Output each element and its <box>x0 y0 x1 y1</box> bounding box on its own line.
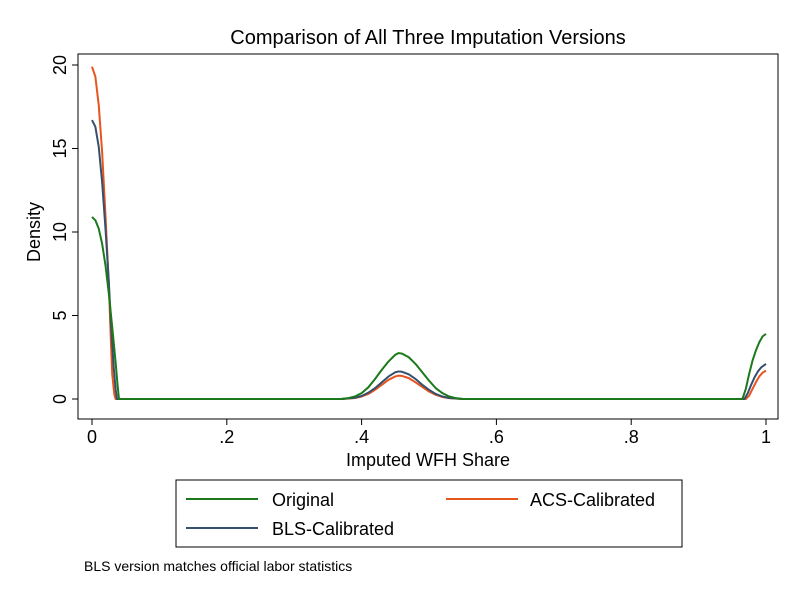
series-line-acs-calibrated <box>91 66 767 400</box>
chart-note: BLS version matches official labor stati… <box>84 558 352 574</box>
x-tick-label: 1 <box>761 427 771 447</box>
chart-title: Comparison of All Three Imputation Versi… <box>230 27 625 49</box>
legend-label-bls-calibrated: BLS-Calibrated <box>272 519 394 539</box>
y-axis-label: Density <box>24 202 44 262</box>
x-tick-label: .2 <box>219 427 234 447</box>
x-axis-label: Imputed WFH Share <box>346 450 510 470</box>
plot-frame <box>77 53 779 420</box>
x-tick-label: .4 <box>354 427 369 447</box>
legend: Original ACS-Calibrated BLS-Calibrated <box>175 479 683 548</box>
y-axis: 0 5 10 15 20 <box>50 55 78 404</box>
y-tick-label: 20 <box>50 55 70 75</box>
x-axis: 0 .2 .4 .6 .8 1 <box>87 419 771 447</box>
series-line-bls-calibrated <box>91 119 767 400</box>
y-tick-label: 10 <box>50 222 70 242</box>
x-tick-label: 0 <box>87 427 97 447</box>
series-line-original <box>91 216 767 400</box>
y-tick-label: 0 <box>50 394 70 404</box>
y-tick-label: 5 <box>50 310 70 320</box>
legend-label-acs-calibrated: ACS-Calibrated <box>530 490 655 510</box>
legend-box <box>175 479 683 548</box>
x-tick-label: .8 <box>624 427 639 447</box>
x-tick-label: .6 <box>489 427 504 447</box>
series-group <box>91 66 767 400</box>
y-tick-label: 15 <box>50 138 70 158</box>
legend-label-original: Original <box>272 490 334 510</box>
